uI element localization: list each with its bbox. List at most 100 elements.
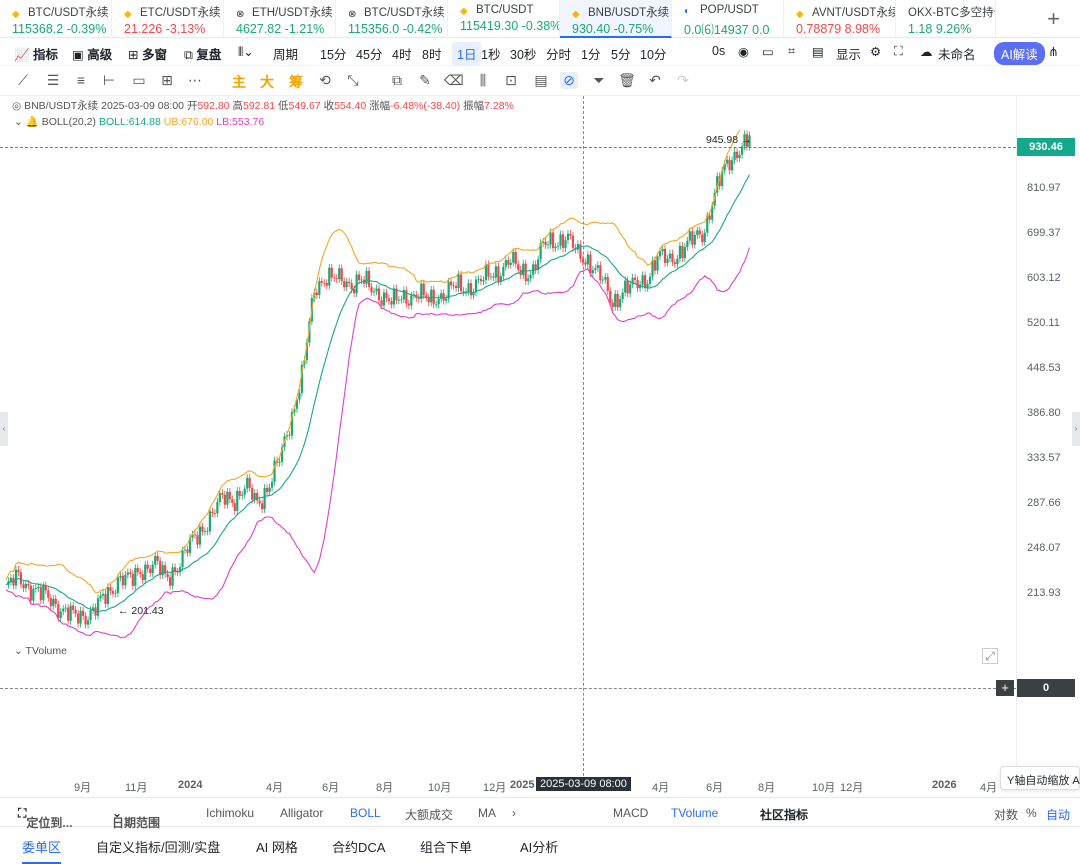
screenshot-icon[interactable]: ⌗ bbox=[788, 44, 796, 58]
main-chart-button[interactable]: 主 bbox=[232, 74, 246, 90]
parallel-lines-icon[interactable]: ☰ bbox=[46, 72, 60, 88]
zero-s-label[interactable]: 0s bbox=[712, 44, 726, 58]
ai-interpret-button[interactable]: AI解读 bbox=[994, 42, 1045, 65]
indicator-toggle[interactable]: MACD bbox=[613, 806, 649, 820]
percent-scale-button[interactable]: % bbox=[1026, 806, 1037, 820]
interval-3[interactable]: 8时 bbox=[422, 48, 442, 62]
big-trade-button[interactable]: 大 bbox=[260, 74, 274, 90]
footer-tab[interactable]: 自定义指标/回测/实盘 bbox=[96, 840, 221, 855]
footer-tab[interactable]: AI 网格 bbox=[256, 840, 298, 855]
locate-button[interactable]: ⛶ 定位到... bbox=[18, 806, 73, 830]
auto-scale-button[interactable]: 自动 bbox=[1046, 808, 1071, 822]
unnamed-layout[interactable]: 未命名 bbox=[938, 48, 976, 62]
left-collapse-handle[interactable]: ‹ bbox=[0, 412, 8, 446]
note-icon[interactable]: ▤ bbox=[534, 72, 548, 88]
camera-icon[interactable]: ◉ bbox=[738, 45, 749, 59]
display-button[interactable]: 显示 bbox=[836, 48, 862, 62]
interval-6[interactable]: 30秒 bbox=[510, 48, 537, 62]
candle-type-icon[interactable]: ⫴⌄ bbox=[238, 45, 254, 59]
eraser-icon[interactable]: ⌫ bbox=[444, 72, 464, 88]
interval-7[interactable]: 分时 bbox=[546, 48, 572, 62]
indicator-toggle[interactable]: Alligator bbox=[280, 806, 324, 820]
candle-body bbox=[54, 598, 57, 605]
collapse-icon[interactable]: ⌄ bbox=[14, 116, 23, 128]
symbol-tab[interactable]: ◆ AVNT/USDT永续 0.78879 8.98% bbox=[784, 0, 896, 38]
copy-icon[interactable]: ⧉ bbox=[392, 72, 402, 88]
cross-box-icon[interactable]: ⊞ bbox=[161, 72, 173, 88]
candle-body bbox=[335, 278, 338, 280]
link-icon[interactable]: ⊘ bbox=[560, 72, 578, 89]
footer-tab[interactable]: 组合下单 bbox=[420, 840, 473, 855]
pencil-icon[interactable]: ✎ bbox=[419, 72, 431, 88]
symbol-tab[interactable]: ⊗ ETH/USDT永续 4627.82 -1.21% bbox=[224, 0, 336, 38]
indicator-toggle[interactable]: MA bbox=[478, 806, 496, 820]
symbol-tab[interactable]: OKX-BTC多空持仓人 1.18 9.26% bbox=[896, 0, 996, 38]
symbol-tab[interactable]: ◆ BTC/USDT 115419.30 -0.38% bbox=[448, 0, 560, 38]
interval-4[interactable]: 1日 bbox=[452, 42, 482, 65]
panel-icon[interactable]: ▤ bbox=[812, 45, 824, 59]
price-chart[interactable] bbox=[0, 130, 1016, 650]
collapse-icon[interactable]: ⌄ bbox=[14, 645, 23, 657]
symbol-tab[interactable]: ⊗ BTC/USDT永续 115356.0 -0.42% bbox=[336, 0, 448, 38]
trendline-icon[interactable]: ⟋ bbox=[18, 72, 28, 88]
interval-2[interactable]: 4时 bbox=[392, 48, 412, 62]
crosshair-plus-icon[interactable]: + bbox=[996, 680, 1014, 696]
indicator-toggle[interactable]: BOLL bbox=[350, 806, 381, 820]
indicator-toggle[interactable]: › bbox=[512, 806, 516, 820]
x-tick-label: 4月 bbox=[652, 782, 670, 794]
interval-0[interactable]: 15分 bbox=[320, 48, 347, 62]
more-tools-icon[interactable]: ⋯ bbox=[188, 72, 202, 88]
trash-icon[interactable]: 🗑 bbox=[618, 72, 636, 88]
tab-quote: 0.78879 8.98% bbox=[796, 22, 895, 36]
footer-tab[interactable]: 委单区 bbox=[22, 837, 62, 864]
interval-9[interactable]: 5分 bbox=[611, 48, 631, 62]
footer-tab[interactable]: 合约DCA bbox=[332, 840, 386, 855]
candles-icon[interactable]: ⫼ bbox=[479, 72, 487, 88]
period-button[interactable]: 周期 bbox=[273, 48, 299, 62]
candle-body bbox=[91, 607, 95, 611]
measure-icon[interactable]: ⤡ bbox=[347, 72, 359, 88]
multi-window-button[interactable]: ⊞ 多窗 bbox=[128, 48, 167, 62]
rectangle-icon[interactable]: ▭ bbox=[132, 72, 146, 88]
symbol-tab[interactable]: ◆ BNB/USDT永续 930.40 -0.75% bbox=[560, 0, 672, 38]
y-axis[interactable]: 930.46 810.97 699.37 603.12 520.11 448.53 386… bbox=[1016, 96, 1080, 776]
boll-legend: ⌄ 🔔 BOLL(20,2) BOLL:614.88 UB:676.00 LB:… bbox=[14, 116, 265, 128]
symbol-tab[interactable]: ◐ POP/USDT 0.0⑹14937 0.0 bbox=[672, 0, 784, 38]
horizontal-ray-icon[interactable]: ⊢ bbox=[102, 72, 116, 88]
redo-icon[interactable]: ↷ bbox=[677, 72, 689, 88]
log-scale-button[interactable]: 对数 bbox=[994, 808, 1019, 822]
fullscreen-icon[interactable]: ⛶ bbox=[894, 44, 903, 58]
eye-icon[interactable]: ◎ bbox=[12, 100, 22, 112]
symbol-tab[interactable]: ◆ ETC/USDT永续 21.226 -3.13% bbox=[112, 0, 224, 38]
magnet-icon[interactable]: ⟲ bbox=[319, 72, 331, 88]
filter-icon[interactable]: ⏷ bbox=[593, 72, 605, 88]
advanced-button[interactable]: ▣ 高级 bbox=[72, 48, 113, 62]
cloud-icon[interactable]: ☁ bbox=[920, 45, 933, 59]
indicators-button[interactable]: 📈 指标 bbox=[14, 48, 59, 62]
indicator-toggle[interactable]: 社区指标 bbox=[760, 808, 809, 822]
x-axis[interactable]: 9月 11月 2024 4月 6月 8月 10月 12月 2025 4月 6月 8月 10月 12月 202… bbox=[0, 776, 1080, 796]
indicator-toggle[interactable]: TVolume bbox=[671, 806, 719, 820]
add-tab-icon[interactable]: + bbox=[1047, 6, 1060, 31]
interval-5[interactable]: 1秒 bbox=[481, 48, 501, 62]
interval-1[interactable]: 45分 bbox=[356, 48, 383, 62]
horizontal-lines-icon[interactable]: ≡ bbox=[76, 72, 86, 88]
expand-icon[interactable]: ⤢ bbox=[982, 648, 998, 664]
settings-gear-icon[interactable]: ⚙ bbox=[870, 45, 882, 59]
symbol-tab[interactable]: ◆ BTC/USDT永续 115368.2 -0.39% bbox=[0, 0, 112, 38]
right-collapse-handle[interactable]: › bbox=[1072, 412, 1080, 446]
interval-8[interactable]: 1分 bbox=[581, 48, 601, 62]
y-auto-scale-button[interactable]: Y轴自动缩放 A bbox=[1000, 766, 1080, 790]
footer-tab[interactable]: AI分析 bbox=[520, 840, 559, 855]
interval-10[interactable]: 10分 bbox=[640, 48, 667, 62]
share-icon[interactable]: ⋔ bbox=[1048, 45, 1059, 59]
indicator-toggle[interactable]: 大额成交 bbox=[405, 808, 454, 822]
chip-button[interactable]: 筹 bbox=[289, 74, 303, 90]
date-range-button[interactable]: 日期范围 ⌄ bbox=[112, 806, 161, 830]
indicator-toggle[interactable]: Ichimoku bbox=[206, 806, 255, 820]
replay-button[interactable]: ⧉ 复盘 bbox=[184, 48, 222, 62]
undo-icon[interactable]: ↶ bbox=[649, 72, 661, 88]
bell-icon[interactable]: 🔔 bbox=[25, 116, 39, 128]
lock-icon[interactable]: ⊡ bbox=[505, 72, 517, 88]
layout-icon[interactable]: ▭ bbox=[762, 45, 774, 59]
